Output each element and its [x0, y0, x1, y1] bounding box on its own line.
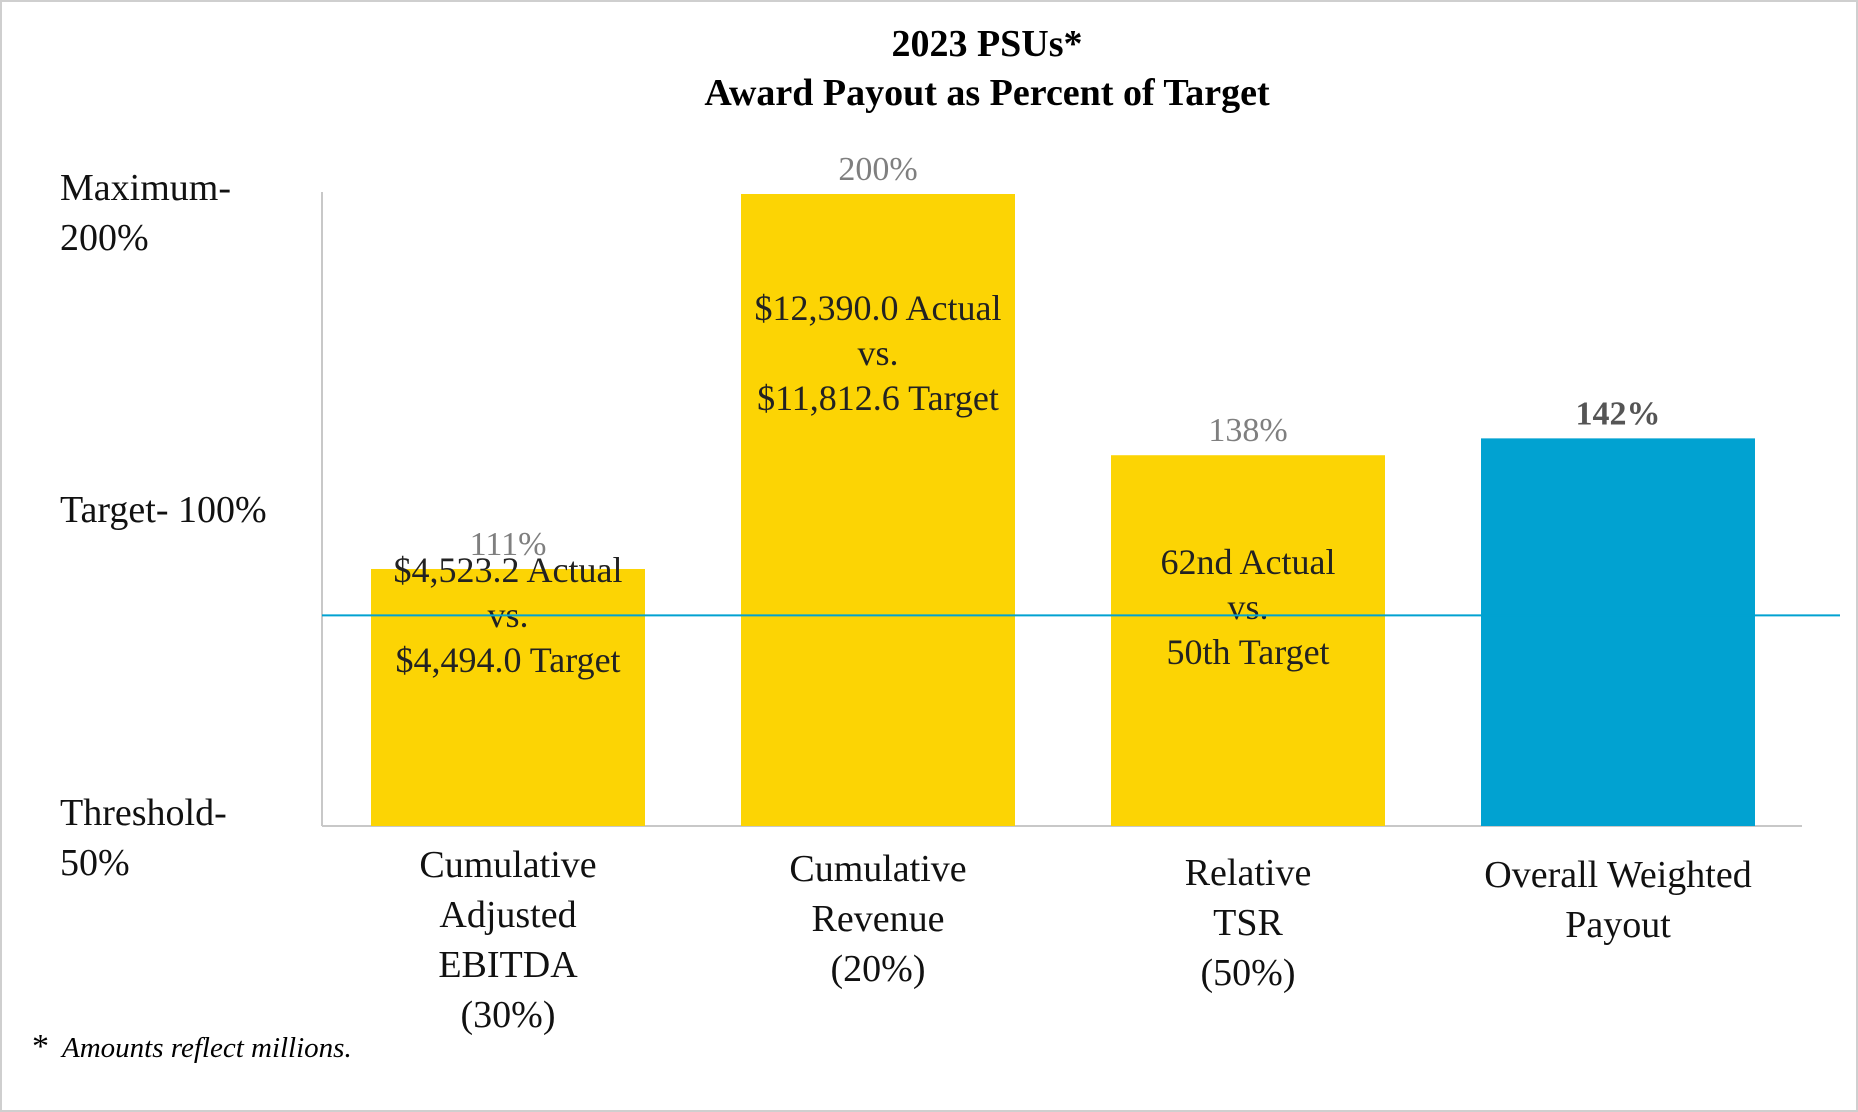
- value-label-3: 138%: [1208, 412, 1287, 449]
- category-2-line-1: Cumulative: [789, 848, 966, 890]
- y-label-200-line-2: 200%: [60, 217, 149, 259]
- bar-1-note-line-3: $4,494.0 Target: [395, 640, 620, 680]
- bar-3-note-line-3: 50th Target: [1166, 632, 1329, 672]
- category-3-line-3: (50%): [1201, 952, 1296, 994]
- bars-group: 111% 200% 138% 142% $4,523.2 Actual vs. $4,494…: [371, 151, 1755, 826]
- y-label-50-line-2: 50%: [60, 842, 130, 884]
- category-1-line-3: EBITDA: [438, 944, 578, 986]
- y-label-100-line-1: Target- 100%: [60, 489, 267, 531]
- bar-2: [741, 194, 1015, 826]
- category-2-line-2: Revenue: [812, 898, 945, 940]
- footnote: Amounts reflect millions.: [60, 1032, 352, 1064]
- bar-4: [1481, 438, 1755, 826]
- bar-2-note-line-1: $12,390.0 Actual: [755, 288, 1002, 328]
- chart-title-line-2: Award Payout as Percent of Target: [704, 72, 1270, 114]
- value-label-2: 200%: [838, 151, 917, 188]
- category-1-line-2: Adjusted: [439, 894, 576, 936]
- value-label-4: 142%: [1576, 395, 1661, 432]
- bar-3-note-line-1: 62nd Actual: [1161, 542, 1336, 582]
- category-1-line-4: (30%): [461, 994, 556, 1036]
- bar-1-note-line-1: $4,523.2 Actual: [394, 550, 623, 590]
- category-labels: Cumulative Adjusted EBITDA (30%) Cumulative R…: [419, 844, 1751, 1036]
- category-1-line-1: Cumulative: [419, 844, 596, 886]
- value-label-1: 111%: [470, 526, 547, 563]
- y-label-200-line-1: Maximum-: [60, 167, 231, 209]
- bar-2-note-line-2: vs.: [857, 333, 898, 373]
- y-label-50-line-1: Threshold-: [60, 792, 227, 834]
- footnote-symbol: *: [32, 1028, 49, 1065]
- bar-2-note-line-3: $11,812.6 Target: [757, 378, 999, 418]
- chart-title-line-1: 2023 PSUs*: [891, 23, 1082, 65]
- bar-1: [371, 568, 645, 826]
- category-3-line-1: Relative: [1185, 852, 1312, 894]
- category-2-line-3: (20%): [831, 948, 926, 990]
- bar-3: [1111, 455, 1385, 826]
- category-4-line-1: Overall Weighted: [1484, 854, 1751, 896]
- category-3-line-2: TSR: [1213, 902, 1283, 944]
- category-4-line-2: Payout: [1565, 904, 1671, 946]
- y-axis-labels: Maximum- 200% Target- 100% Threshold- 50%: [60, 167, 267, 884]
- bar-3-note-line-2: vs.: [1227, 587, 1268, 627]
